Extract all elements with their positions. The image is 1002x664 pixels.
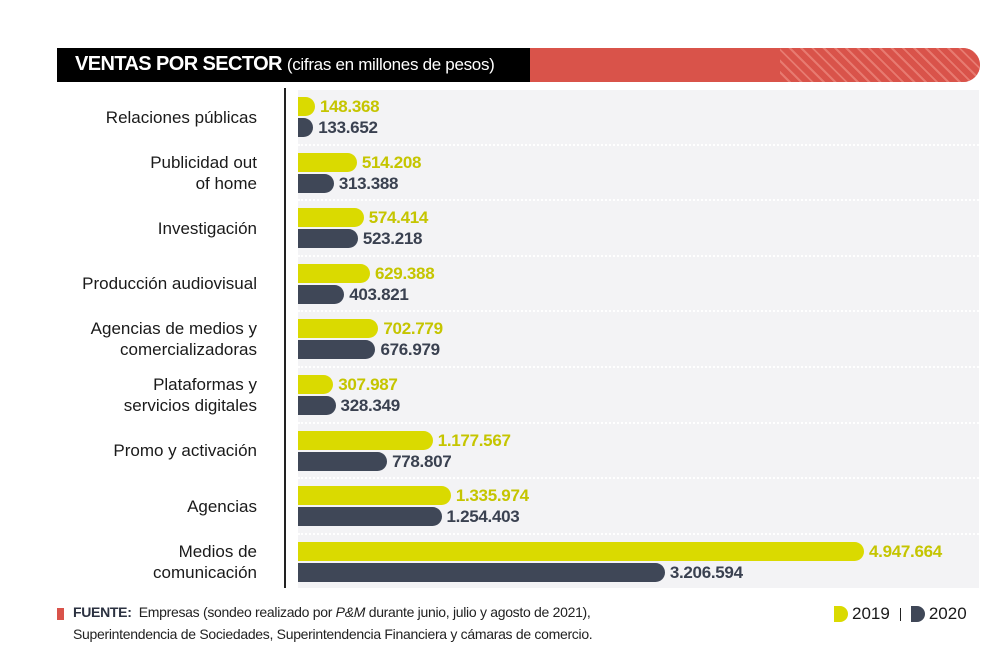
category-label: Relaciones públicas	[106, 107, 257, 128]
source-marker-icon	[57, 608, 64, 620]
bar-2019	[298, 263, 370, 283]
title-hatch-pattern	[780, 48, 980, 82]
category-label-line: Publicidad out	[150, 152, 257, 172]
data-label-2019: 1.335.974	[455, 486, 529, 506]
category-label-line: Medios de	[178, 541, 257, 561]
row-separator	[298, 532, 979, 535]
data-label-2019: 629.388	[375, 263, 435, 283]
source-line-1: FUENTE: Empresas (sondeo realizado por P…	[73, 601, 592, 623]
source-note: FUENTE: Empresas (sondeo realizado por P…	[73, 601, 593, 645]
row-separator	[298, 366, 979, 368]
data-label-2019: 514.208	[361, 152, 422, 172]
chart-title-main: VENTAS POR SECTOR	[75, 53, 282, 75]
bar-2019	[298, 486, 451, 506]
data-label-2019: 4.947.664	[869, 541, 942, 561]
bar-2020	[298, 507, 442, 527]
category-label-line: Investigación	[157, 218, 257, 238]
data-label-2019: 148.368	[319, 97, 380, 116]
category-label: Medios de comunicación	[153, 541, 257, 583]
bar-2019	[298, 375, 334, 394]
bar-2019	[298, 541, 864, 561]
data-label-2019: 1.177.567	[437, 430, 511, 450]
bar-2020	[298, 340, 376, 360]
chart-title-bar: VENTAS POR SECTOR (cifras en millones de…	[57, 48, 980, 82]
legend: 2019 2020	[834, 603, 967, 625]
data-label-2020: 403.821	[349, 284, 409, 304]
bar-2020	[298, 229, 358, 249]
data-label-2019: 574.414	[368, 208, 429, 228]
category-label: Investigación	[158, 218, 257, 239]
category-label-line: Promo y activación	[113, 441, 257, 461]
bar-2020	[298, 173, 334, 193]
category-label-line: Agencias	[187, 496, 257, 516]
legend-divider	[899, 607, 901, 621]
source-text-em: P&M	[335, 604, 366, 620]
data-label-2019: 307.987	[338, 375, 398, 394]
legend-swatch-2020	[910, 606, 925, 622]
category-label-line: Plataformas y	[153, 375, 257, 394]
source-text-post: durante junio, julio y agosto de 2021),	[365, 604, 591, 620]
bar-2020	[298, 284, 345, 304]
data-label-2020: 778.807	[392, 451, 452, 471]
data-label-2020: 523.218	[362, 229, 423, 249]
category-label: Plataformas y servicios digitales	[124, 374, 257, 416]
data-label-2020: 676.979	[380, 340, 440, 360]
bar-2019	[298, 430, 433, 450]
data-label-2020: 3.206.594	[669, 562, 743, 582]
bar-2020	[298, 562, 665, 582]
data-label-2019: 702.779	[383, 319, 443, 339]
data-label-2020: 328.349	[340, 396, 401, 415]
legend-swatch-2019	[834, 606, 848, 622]
category-label: Producción audiovisual	[82, 273, 257, 294]
bar-2020	[298, 396, 336, 415]
row-separator	[298, 199, 979, 202]
bar-2020	[298, 118, 314, 137]
title-accent-bar	[530, 48, 980, 82]
source-label: FUENTE:	[73, 604, 132, 620]
bar-2020	[298, 451, 388, 471]
bar-2019	[298, 97, 315, 116]
title-background: VENTAS POR SECTOR (cifras en millones de…	[57, 48, 530, 82]
category-label: Agencias	[187, 496, 257, 517]
row-separator	[298, 254, 979, 257]
row-separator	[298, 310, 979, 313]
category-label-line: of home	[195, 173, 257, 193]
source-text-pre: Empresas (sondeo realizado por	[138, 604, 336, 620]
chart-title: VENTAS POR SECTOR (cifras en millones de…	[75, 53, 495, 76]
row-separator	[298, 477, 979, 480]
category-label-line: servicios digitales	[123, 396, 257, 415]
y-axis-line	[284, 88, 286, 588]
category-label: Promo y activación	[113, 440, 257, 461]
data-label-2020: 133.652	[318, 118, 378, 137]
category-label-line: comunicación	[153, 562, 257, 582]
row-separator	[298, 143, 979, 146]
category-label: Publicidad out of home	[150, 152, 257, 194]
category-label-line: Agencias de medios y	[90, 319, 257, 339]
category-label: Agencias de medios y comercializadoras	[91, 318, 257, 360]
row-separator	[298, 421, 979, 424]
legend-label-2020: 2020	[928, 604, 967, 623]
category-label-line: comercializadoras	[120, 340, 257, 360]
bar-2019	[298, 152, 357, 172]
category-label-line: Relaciones públicas	[105, 107, 257, 127]
data-label-2020: 313.388	[338, 173, 399, 193]
category-label-line: Producción audiovisual	[82, 274, 257, 294]
data-label-2020: 1.254.403	[446, 507, 520, 527]
legend-label-2019: 2019	[852, 604, 890, 623]
bar-2019	[298, 208, 364, 228]
source-line-2: Superintendencia de Sociedades, Superint…	[73, 626, 593, 642]
bar-2019	[298, 319, 379, 339]
chart-subtitle: (cifras en millones de pesos)	[286, 55, 495, 74]
